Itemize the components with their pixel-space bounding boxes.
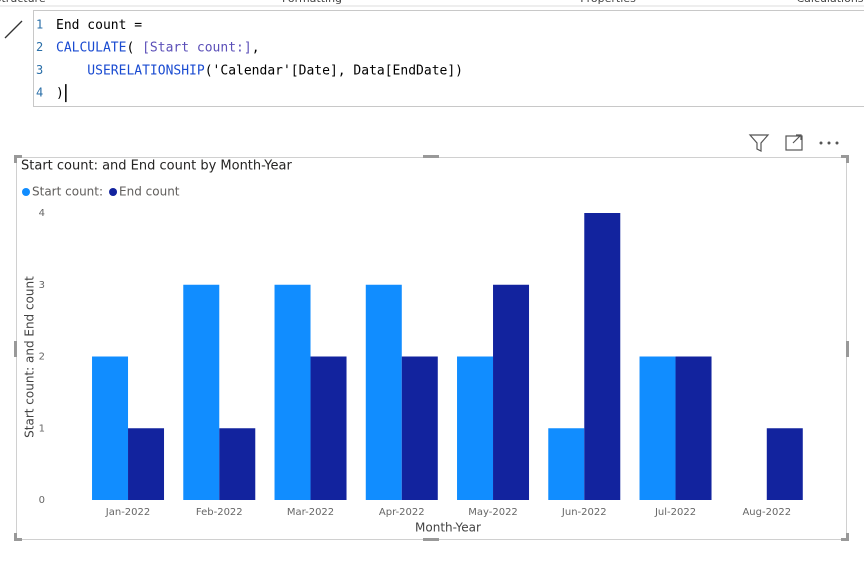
x-tick-label: Mar-2022	[287, 507, 334, 518]
bar	[92, 356, 129, 500]
ribbon-tab: Formatting	[282, 0, 342, 5]
code-token: )	[56, 86, 64, 101]
bar	[274, 284, 311, 500]
line-number: 1	[36, 18, 43, 32]
bar	[401, 356, 438, 500]
bar	[310, 356, 347, 500]
code-token: ,	[252, 40, 260, 55]
x-tick-label: Aug-2022	[742, 507, 791, 518]
bar	[493, 284, 530, 500]
bar	[548, 428, 585, 500]
code-token: End count =	[56, 18, 142, 33]
plot: 0 1 2 3 4 Start count: End count Jan-2022 Feb-20…	[22, 185, 803, 518]
bar	[457, 356, 494, 500]
x-tick-label: Apr-2022	[379, 507, 425, 518]
bar	[675, 356, 712, 500]
x-tick-label: Jun-2022	[561, 507, 607, 518]
code-line: End count =	[56, 18, 142, 33]
code-line: USERELATIONSHIP('Calendar'[Date], Data[E…	[56, 63, 463, 78]
bar	[128, 428, 165, 500]
ribbon-tab: Calculations	[796, 0, 863, 5]
y-tick-label: 0	[39, 495, 45, 506]
bar	[639, 356, 676, 500]
y-tick-label: 4	[39, 208, 45, 219]
focus-arrow	[792, 134, 802, 144]
x-axis-title: Month-Year	[415, 521, 481, 535]
ribbon-tab: Properties	[580, 0, 636, 5]
code-token: [Start count:]	[142, 40, 252, 55]
legend-marker	[109, 188, 118, 196]
focus-icon[interactable]	[785, 135, 803, 151]
bar	[584, 213, 621, 500]
visual-header-icons	[748, 134, 839, 152]
y-tick-label: 1	[39, 423, 45, 434]
ribbon-tabs: Structure Formatting Properties Calculation…	[0, 0, 864, 5]
bar	[219, 428, 256, 500]
more-icon[interactable]	[819, 141, 839, 145]
formula-code: 1 End count = 2 CALCULATE( [Start count:], 3…	[36, 18, 463, 103]
line-number: 2	[36, 40, 43, 54]
bar	[365, 284, 402, 500]
code-line: CALCULATE( [Start count:],	[56, 40, 260, 55]
code-token: (	[126, 40, 142, 55]
ribbon-tab: Structure	[0, 0, 46, 5]
x-tick-label: Jan-2022	[105, 507, 150, 518]
bar	[183, 284, 220, 500]
code-token: CALCULATE	[56, 40, 126, 55]
legend-marker	[22, 188, 30, 196]
bar	[766, 428, 803, 500]
chart-title: Start count: and End count by Month-Year	[21, 159, 292, 174]
resize-handles	[14, 155, 849, 541]
y-tick-label: 2	[39, 352, 45, 363]
code-line: )	[56, 86, 64, 101]
legend-label: End count	[119, 185, 180, 199]
code-token: ('Calendar'[Date], Data[EndDate])	[205, 63, 463, 78]
x-tick-label: Feb-2022	[196, 507, 243, 518]
formula-bar[interactable]	[33, 10, 864, 107]
x-tick-label: May-2022	[468, 507, 518, 518]
code-token: USERELATIONSHIP	[56, 63, 205, 78]
line-number: 3	[36, 63, 43, 77]
cancel-icon[interactable]	[4, 20, 23, 39]
filter-icon[interactable]	[748, 134, 770, 152]
legend-label: Start count:	[32, 185, 103, 199]
line-number: 4	[36, 86, 43, 100]
y-tick-label: 3	[39, 280, 45, 291]
x-tick-label: Jul-2022	[654, 507, 696, 518]
y-axis-title: Start count: and End count	[23, 276, 37, 438]
